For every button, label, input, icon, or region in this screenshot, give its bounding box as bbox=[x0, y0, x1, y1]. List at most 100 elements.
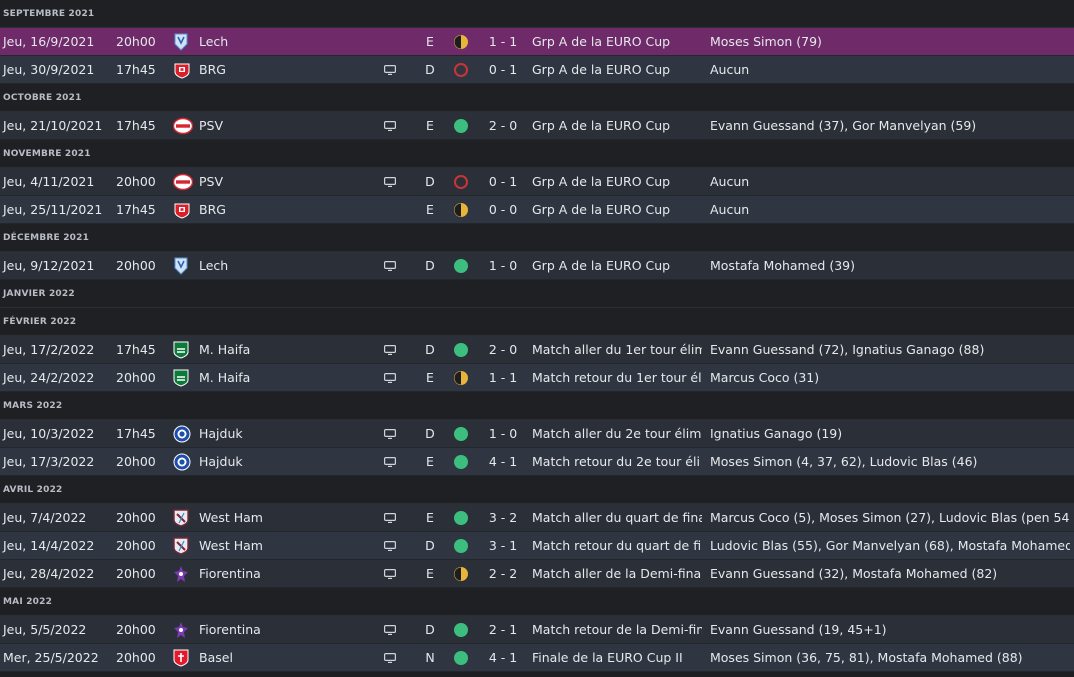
competition-name[interactable]: Grp A de la EURO Cup bbox=[532, 62, 671, 77]
result-draw-icon bbox=[453, 28, 471, 60]
goal-scorers: Moses Simon (79) bbox=[710, 34, 822, 49]
competition-name[interactable]: Grp A de la EURO Cup bbox=[532, 258, 671, 273]
opponent-name[interactable]: M. Haifa bbox=[199, 370, 251, 385]
result-win-icon bbox=[453, 504, 471, 536]
result-draw-icon bbox=[453, 560, 471, 592]
match-score[interactable]: 0 - 0 bbox=[488, 202, 518, 217]
westham-crest-icon bbox=[173, 532, 191, 560]
competition-name[interactable]: Match aller du 2e tour élimi bbox=[532, 426, 702, 441]
result-win-icon bbox=[453, 448, 471, 480]
match-score[interactable]: 4 - 1 bbox=[488, 454, 518, 469]
tv-icon bbox=[384, 112, 398, 141]
competition-name[interactable]: Grp A de la EURO Cup bbox=[532, 118, 671, 133]
opponent-name[interactable]: M. Haifa bbox=[199, 342, 251, 357]
fixture-row[interactable]: Mer, 25/5/2022 20h00 Basel N 4 - 1 Finale de … bbox=[0, 644, 1074, 672]
match-date: Jeu, 28/4/2022 bbox=[3, 566, 95, 581]
match-score[interactable]: 3 - 1 bbox=[488, 538, 518, 553]
tv-icon bbox=[384, 420, 398, 449]
match-time: 17h45 bbox=[116, 202, 156, 217]
opponent-name[interactable]: Lech bbox=[199, 258, 229, 273]
goal-scorers: Moses Simon (36, 75, 81), Mostafa Mohame… bbox=[710, 650, 1023, 665]
fixture-row[interactable]: Jeu, 24/2/2022 20h00 M. Haifa E 1 - 1 Match r… bbox=[0, 364, 1074, 392]
opponent-name[interactable]: West Ham bbox=[199, 538, 263, 553]
result-win-icon bbox=[453, 112, 471, 144]
competition-name[interactable]: Match retour de la Demi-fin bbox=[532, 622, 702, 637]
match-date: Jeu, 5/5/2022 bbox=[3, 622, 87, 637]
opponent-name[interactable]: West Ham bbox=[199, 510, 263, 525]
brg-crest-icon bbox=[173, 196, 191, 224]
fixture-row[interactable]: Jeu, 28/4/2022 20h00 Fiorentina E 2 - 2 Match… bbox=[0, 560, 1074, 588]
psv-crest-icon bbox=[172, 112, 194, 140]
competition-name[interactable]: Match aller du quart de fina bbox=[532, 510, 702, 525]
competition-name[interactable]: Grp A de la EURO Cup bbox=[532, 174, 671, 189]
competition-name[interactable]: Grp A de la EURO Cup bbox=[532, 202, 671, 217]
goal-scorers: Evann Guessand (37), Gor Manvelyan (59) bbox=[710, 118, 977, 133]
match-score[interactable]: 3 - 2 bbox=[488, 510, 518, 525]
opponent-name[interactable]: PSV bbox=[199, 174, 224, 189]
hajduk-crest-icon bbox=[173, 420, 191, 448]
opponent-name[interactable]: Fiorentina bbox=[199, 622, 261, 637]
opponent-name[interactable]: Hajduk bbox=[199, 454, 243, 469]
competition-name[interactable]: Match retour du 2e tour éli bbox=[532, 454, 700, 469]
month-header: NOVEMBRE 2021 bbox=[0, 140, 1074, 168]
goal-scorers: Evann Guessand (72), Ignatius Ganago (88… bbox=[710, 342, 985, 357]
fixture-row[interactable]: Jeu, 14/4/2022 20h00 West Ham D 3 - 1 Match r… bbox=[0, 532, 1074, 560]
opponent-name[interactable]: BRG bbox=[199, 62, 226, 77]
fixture-row[interactable]: Jeu, 30/9/2021 17h45 BRG D 0 - 1 Grp A de la … bbox=[0, 56, 1074, 84]
fixture-row[interactable]: Jeu, 10/3/2022 17h45 Hajduk D 1 - 0 Match all… bbox=[0, 420, 1074, 448]
opponent-name[interactable]: Basel bbox=[199, 650, 233, 665]
fixture-row[interactable]: Jeu, 21/10/2021 17h45 PSV E 2 - 0 Grp A de la… bbox=[0, 112, 1074, 140]
match-score[interactable]: 4 - 1 bbox=[488, 650, 518, 665]
match-score[interactable]: 2 - 1 bbox=[488, 622, 518, 637]
opponent-name[interactable]: Fiorentina bbox=[199, 566, 261, 581]
tv-icon bbox=[384, 644, 398, 673]
opponent-name[interactable]: Lech bbox=[199, 34, 229, 49]
venue-code: N bbox=[425, 650, 435, 665]
goal-scorers: Evann Guessand (32), Mostafa Mohamed (82… bbox=[710, 566, 998, 581]
opponent-name[interactable]: Hajduk bbox=[199, 426, 243, 441]
result-loss-icon bbox=[453, 168, 471, 200]
venue-code: D bbox=[425, 622, 435, 637]
basel-crest-icon bbox=[173, 644, 191, 672]
match-time: 20h00 bbox=[116, 370, 156, 385]
venue-code: E bbox=[426, 510, 434, 525]
fixture-row[interactable]: Jeu, 25/11/2021 17h45 BRG E 0 - 0 Grp A de la… bbox=[0, 196, 1074, 224]
match-date: Jeu, 16/9/2021 bbox=[3, 34, 95, 49]
match-score[interactable]: 0 - 1 bbox=[488, 62, 518, 77]
match-score[interactable]: 2 - 0 bbox=[488, 118, 518, 133]
venue-code: E bbox=[426, 118, 434, 133]
fixture-row[interactable]: Jeu, 5/5/2022 20h00 Fiorentina D 2 - 1 Match … bbox=[0, 616, 1074, 644]
match-score[interactable]: 1 - 1 bbox=[488, 34, 518, 49]
result-draw-icon bbox=[453, 364, 471, 396]
tv-icon bbox=[384, 56, 398, 85]
match-score[interactable]: 1 - 0 bbox=[488, 426, 518, 441]
match-score[interactable]: 1 - 0 bbox=[488, 258, 518, 273]
venue-code: D bbox=[425, 538, 435, 553]
competition-name[interactable]: Grp A de la EURO Cup bbox=[532, 34, 671, 49]
month-header: MAI 2022 bbox=[0, 588, 1074, 616]
month-header: DÉCEMBRE 2021 bbox=[0, 224, 1074, 252]
match-score[interactable]: 0 - 1 bbox=[488, 174, 518, 189]
fixture-row[interactable]: Jeu, 17/3/2022 20h00 Hajduk E 4 - 1 Match ret… bbox=[0, 448, 1074, 476]
match-time: 20h00 bbox=[116, 566, 156, 581]
venue-code: D bbox=[425, 62, 435, 77]
match-date: Jeu, 17/2/2022 bbox=[3, 342, 95, 357]
match-score[interactable]: 2 - 0 bbox=[488, 342, 518, 357]
match-score[interactable]: 2 - 2 bbox=[488, 566, 518, 581]
fixture-row[interactable]: Jeu, 9/12/2021 20h00 Lech D 1 - 0 Grp A de la… bbox=[0, 252, 1074, 280]
competition-name[interactable]: Match aller du 1er tour élimi bbox=[532, 342, 702, 357]
fixture-row[interactable]: Jeu, 4/11/2021 20h00 PSV D 0 - 1 Grp A de la … bbox=[0, 168, 1074, 196]
competition-name[interactable]: Match aller de la Demi-final bbox=[532, 566, 702, 581]
opponent-name[interactable]: PSV bbox=[199, 118, 224, 133]
fixture-row[interactable]: Jeu, 7/4/2022 20h00 West Ham E 3 - 2 Match al… bbox=[0, 504, 1074, 532]
match-score[interactable]: 1 - 1 bbox=[488, 370, 518, 385]
fixture-row[interactable]: Jeu, 17/2/2022 17h45 M. Haifa D 2 - 0 Match a… bbox=[0, 336, 1074, 364]
opponent-name[interactable]: BRG bbox=[199, 202, 226, 217]
competition-name[interactable]: Finale de la EURO Cup II bbox=[532, 650, 683, 665]
psv-crest-icon bbox=[172, 168, 194, 196]
match-time: 20h00 bbox=[116, 510, 156, 525]
haifa-crest-icon bbox=[173, 336, 191, 364]
competition-name[interactable]: Match retour du quart de fin bbox=[532, 538, 702, 553]
competition-name[interactable]: Match retour du 1er tour éli bbox=[532, 370, 702, 385]
fixture-row[interactable]: Jeu, 16/9/2021 20h00 Lech E 1 - 1 Grp A de la… bbox=[0, 28, 1074, 56]
